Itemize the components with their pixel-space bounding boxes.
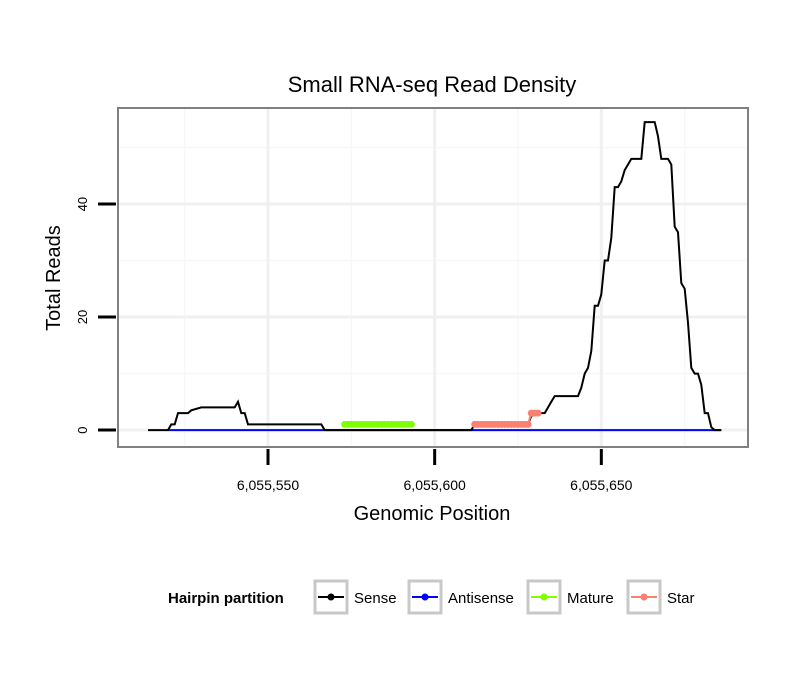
star-point — [534, 409, 542, 417]
legend-title: Hairpin partition — [168, 590, 284, 607]
legend-point-star — [640, 593, 648, 601]
legend-point-sense — [327, 593, 335, 601]
legend-label-sense: Sense — [354, 590, 397, 607]
y-tick-label: 0 — [75, 426, 90, 433]
x-axis: 6,055,550 6,055,600 6,055,650 — [237, 449, 633, 493]
legend: Sense Antisense Mature Star — [313, 579, 695, 615]
star-point — [524, 420, 532, 428]
series-layer — [148, 121, 722, 432]
legend-label-star: Star — [667, 590, 695, 607]
legend-point-mature — [540, 593, 548, 601]
y-tick-label: 20 — [75, 310, 90, 324]
x-tick-label: 6,055,650 — [570, 477, 632, 493]
legend-label-antisense: Antisense — [448, 590, 514, 607]
x-axis-title: Genomic Position — [354, 503, 511, 525]
y-tick-label: 40 — [75, 197, 90, 211]
y-axis: 0 20 40 — [75, 197, 116, 434]
y-axis-title: Total Reads — [43, 225, 65, 331]
plot-panel — [118, 108, 748, 447]
x-tick-label: 6,055,600 — [404, 477, 466, 493]
chart-title: Small RNA-seq Read Density — [288, 72, 577, 97]
legend-label-mature: Mature — [567, 590, 614, 607]
sense-series-line — [148, 121, 722, 432]
mature-point — [407, 420, 415, 428]
plot-border — [117, 107, 749, 448]
x-tick-label: 6,055,550 — [237, 477, 299, 493]
legend-point-antisense — [421, 593, 429, 601]
